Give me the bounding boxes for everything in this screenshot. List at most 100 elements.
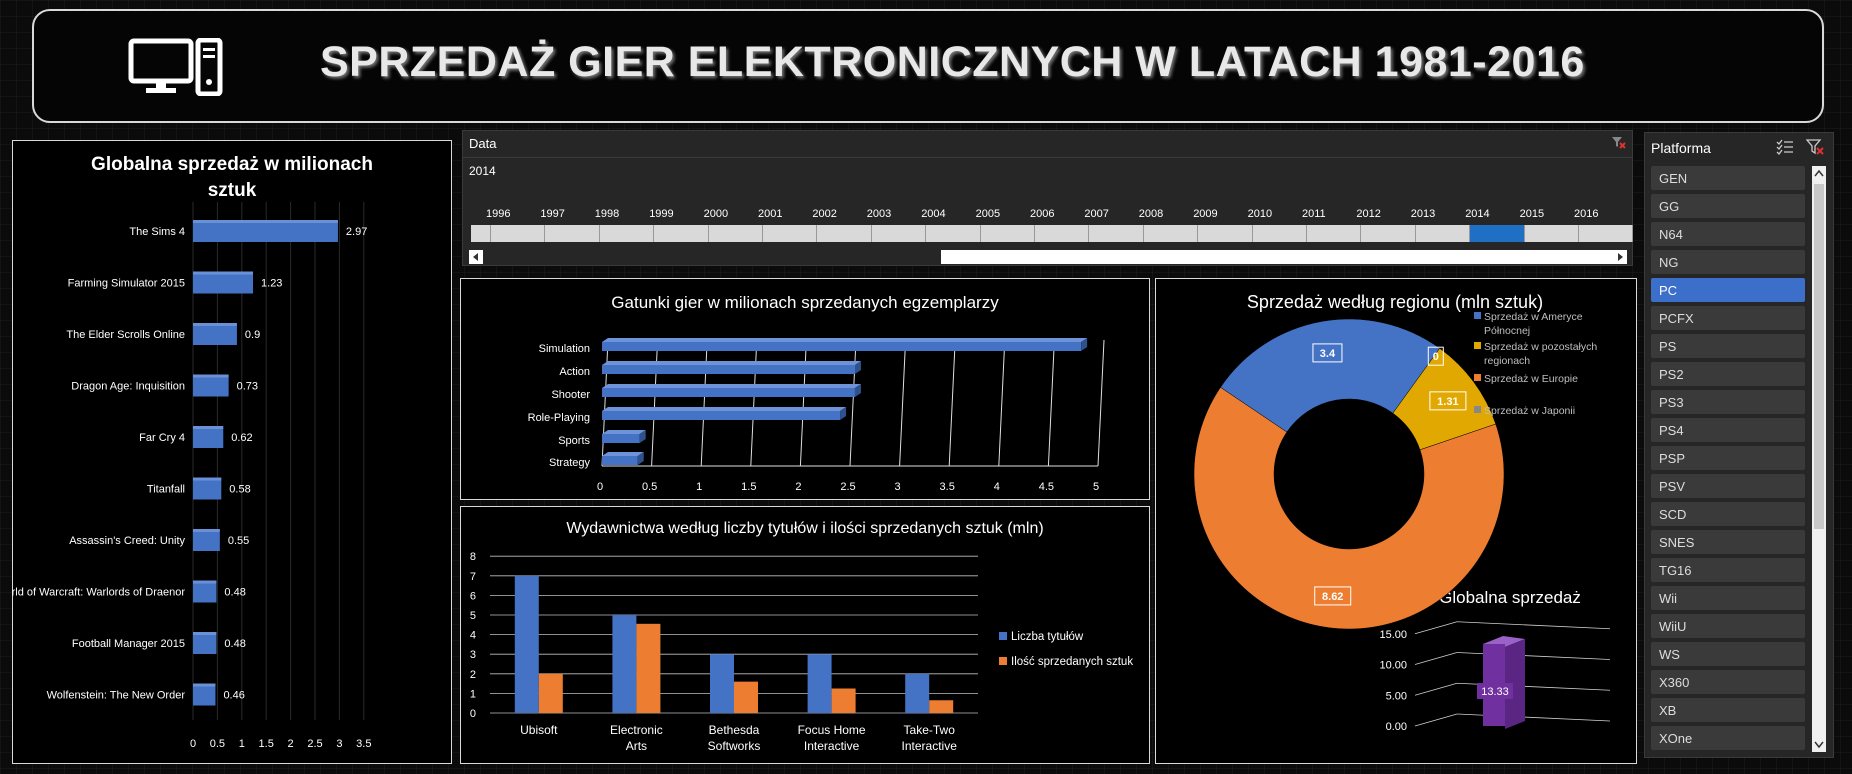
legend-label: Liczba tytułów	[1011, 631, 1084, 643]
regions-title: Sprzedaż według regionu (mln sztuk)	[1247, 292, 1543, 312]
timeline-year-cell[interactable]	[817, 225, 872, 242]
timeline-year-cell[interactable]	[1470, 225, 1525, 242]
gridline	[1456, 621, 1611, 630]
timeline-year-cell[interactable]	[1143, 225, 1199, 242]
bar-side	[637, 452, 644, 465]
platform-item[interactable]: PS4	[1651, 418, 1805, 442]
timeline-year-label: 1998	[594, 208, 620, 220]
timeline-year-label: 2010	[1247, 208, 1273, 220]
bar-side	[854, 384, 861, 397]
data-label: 0.48	[224, 638, 245, 650]
platform-item[interactable]: PCFX	[1651, 306, 1805, 330]
timeline-year-cell[interactable]	[1035, 225, 1090, 242]
platform-item[interactable]: SCD	[1651, 502, 1805, 526]
data-label-box	[1314, 586, 1352, 606]
category-label: Role-Playing	[528, 412, 590, 424]
x-tick-label: 2.5	[840, 481, 855, 493]
timeline-year-cell[interactable]	[1198, 225, 1253, 242]
platform-item[interactable]: PSV	[1651, 474, 1805, 498]
platform-item[interactable]: XOne	[1651, 726, 1805, 750]
category-label: Football Manager 2015	[72, 638, 185, 650]
legend-swatch	[1474, 312, 1481, 319]
platform-item[interactable]: X360	[1651, 670, 1805, 694]
timeline-year-cell[interactable]	[599, 225, 655, 242]
platform-item[interactable]: PC	[1651, 278, 1805, 302]
bar	[929, 700, 954, 713]
timeline-divider	[462, 157, 1633, 158]
timeline-year-cell[interactable]	[1307, 225, 1362, 242]
bar	[734, 681, 758, 713]
timeline-year-cell[interactable]	[654, 225, 709, 242]
timeline-year-cell[interactable]	[871, 225, 927, 242]
legend-label: Ilość sprzedanych sztuk	[1011, 656, 1133, 668]
platform-item[interactable]: TG16	[1651, 558, 1805, 582]
platform-item[interactable]: N64	[1651, 222, 1805, 246]
category-label-line1: Focus Home	[798, 723, 866, 737]
timeline-year-cell[interactable]	[708, 225, 763, 242]
x-tick-label: 0.5	[642, 481, 657, 493]
bar-side	[1081, 338, 1088, 351]
timeline-year-cell[interactable]	[1252, 225, 1307, 242]
bar	[807, 654, 832, 713]
y-tick-label: 6	[470, 590, 476, 602]
platform-item[interactable]: SNES	[1651, 530, 1805, 554]
data-label: 2.97	[346, 226, 367, 238]
timeline-year-cell[interactable]	[1579, 225, 1634, 242]
platform-item[interactable]: PS	[1651, 334, 1805, 358]
timeline-year-cell[interactable]	[1089, 225, 1144, 242]
timeline-header: Data	[469, 136, 497, 151]
legend-label-line1: Sprzedaż w pozostałych	[1484, 341, 1597, 353]
timeline-year-cell[interactable]	[763, 225, 818, 242]
x-tick-label: 1	[239, 738, 245, 750]
y-tick-label: 15.00	[1379, 629, 1407, 641]
bar	[602, 342, 1082, 351]
timeline-year-cell[interactable]	[980, 225, 1035, 242]
global-sales-panel	[12, 140, 452, 764]
platform-item[interactable]: XB	[1651, 698, 1805, 722]
bar	[193, 683, 216, 706]
bar-highlight	[193, 323, 237, 326]
x-tick-label: 1.5	[741, 481, 756, 493]
x-tick-label: 2	[288, 738, 294, 750]
platform-scrollbar[interactable]	[1812, 166, 1826, 752]
timeline-scrollbar-thumb[interactable]	[941, 250, 1613, 264]
platform-clear-filter-icon[interactable]	[1805, 138, 1824, 156]
platform-item[interactable]: PSP	[1651, 446, 1805, 470]
platform-item[interactable]: Wii	[1651, 586, 1805, 610]
timeline-year-label: 2005	[975, 208, 1001, 220]
timeline-year-label: 2012	[1356, 208, 1381, 220]
timeline-year-cell[interactable]	[1415, 225, 1471, 242]
bar-side	[639, 430, 646, 443]
timeline-year-cell[interactable]	[1361, 225, 1416, 242]
timeline-year-label: 2006	[1030, 208, 1055, 220]
platform-item[interactable]: NG	[1651, 250, 1805, 274]
x-tick-label: 3.5	[356, 738, 371, 750]
timeline-year-label: 2008	[1138, 208, 1164, 220]
platform-item[interactable]: PS3	[1651, 390, 1805, 414]
bar-highlight	[193, 477, 222, 481]
platform-item[interactable]: PS2	[1651, 362, 1805, 386]
timeline-slicer[interactable]	[462, 130, 1633, 266]
timeline-year-label: 1999	[649, 208, 674, 220]
category-label: Sports	[558, 435, 590, 447]
data-label: 0.55	[228, 535, 249, 547]
multi-select-icon[interactable]	[1776, 138, 1794, 156]
bar	[905, 673, 930, 713]
category-label: The Sims 4	[129, 226, 185, 238]
timeline-scroll-right[interactable]	[1613, 250, 1627, 264]
timeline-year-cell[interactable]	[471, 225, 491, 242]
clear-filter-icon[interactable]	[1610, 134, 1626, 150]
global-total-title: Globalna sprzedaż	[1439, 588, 1581, 607]
data-label: 3.4	[1320, 348, 1336, 360]
platform-item[interactable]: WiiU	[1651, 614, 1805, 638]
bar	[602, 456, 638, 465]
timeline-year-cell[interactable]	[1524, 225, 1579, 242]
timeline-year-cell[interactable]	[491, 225, 546, 242]
platform-item[interactable]: GG	[1651, 194, 1805, 218]
timeline-year-cell[interactable]	[545, 225, 600, 242]
platform-item[interactable]: WS	[1651, 642, 1805, 666]
timeline-scroll-left[interactable]	[469, 250, 483, 264]
platform-item[interactable]: GEN	[1651, 166, 1805, 190]
timeline-year-cell[interactable]	[926, 225, 981, 242]
category-label-line2: Interactive	[804, 739, 860, 753]
